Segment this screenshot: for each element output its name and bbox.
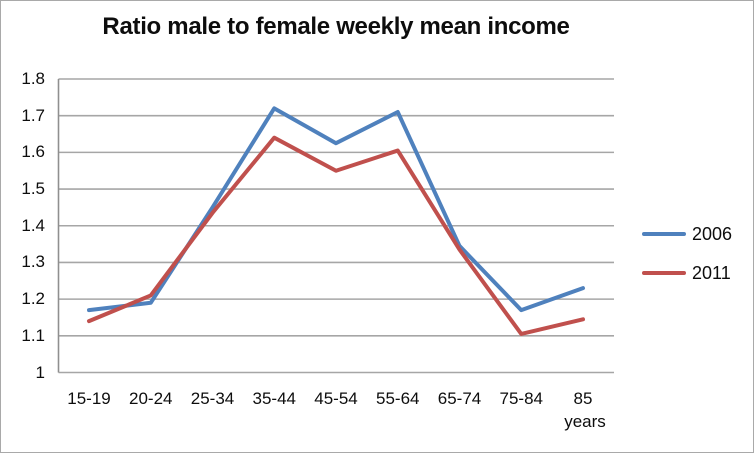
y-axis-tick-label: 1.6	[21, 142, 45, 162]
x-axis-category-label: 20-24	[129, 389, 173, 408]
y-axis-tick-label: 1	[35, 362, 45, 382]
y-axis-tick-label: 1.5	[21, 179, 45, 199]
x-axis-category-label: 25-34	[190, 389, 235, 408]
y-axis-tick-label: 1.7	[21, 105, 45, 125]
legend-item-2011: 2011	[642, 262, 732, 284]
y-axis-tick-label: 1.4	[21, 215, 45, 235]
legend-swatch-2011-line-icon	[642, 271, 686, 275]
legend-swatch-2006-line-icon	[642, 232, 686, 236]
x-axis-unit-label: years	[564, 412, 606, 431]
x-axis-category-label: 15-19	[67, 389, 111, 408]
x-axis-category-label: 55-64	[376, 389, 420, 408]
series-line-2011	[87, 135, 585, 336]
legend-item-2006: 2006	[642, 223, 732, 245]
legend: 2006 2011	[642, 223, 732, 284]
y-axis-tick-label: 1.2	[21, 289, 45, 309]
legend-label-2006: 2006	[692, 224, 733, 244]
legend-label-2011: 2011	[692, 263, 731, 283]
y-axis-tick-label: 1.8	[21, 69, 45, 88]
x-axis-category-label: 75-84	[499, 389, 543, 408]
chart-title: Ratio male to female weekly mean income	[102, 13, 570, 40]
y-axis-tick-label: 1.3	[21, 252, 45, 272]
x-axis-category-label: 35-44	[252, 389, 296, 408]
x-axis-category-label: 65-74	[437, 389, 482, 408]
y-axis-tick-label: 1.1	[21, 325, 45, 345]
x-axis-category-label: 85	[573, 389, 593, 408]
x-axis-category-label: 45-54	[314, 389, 358, 408]
